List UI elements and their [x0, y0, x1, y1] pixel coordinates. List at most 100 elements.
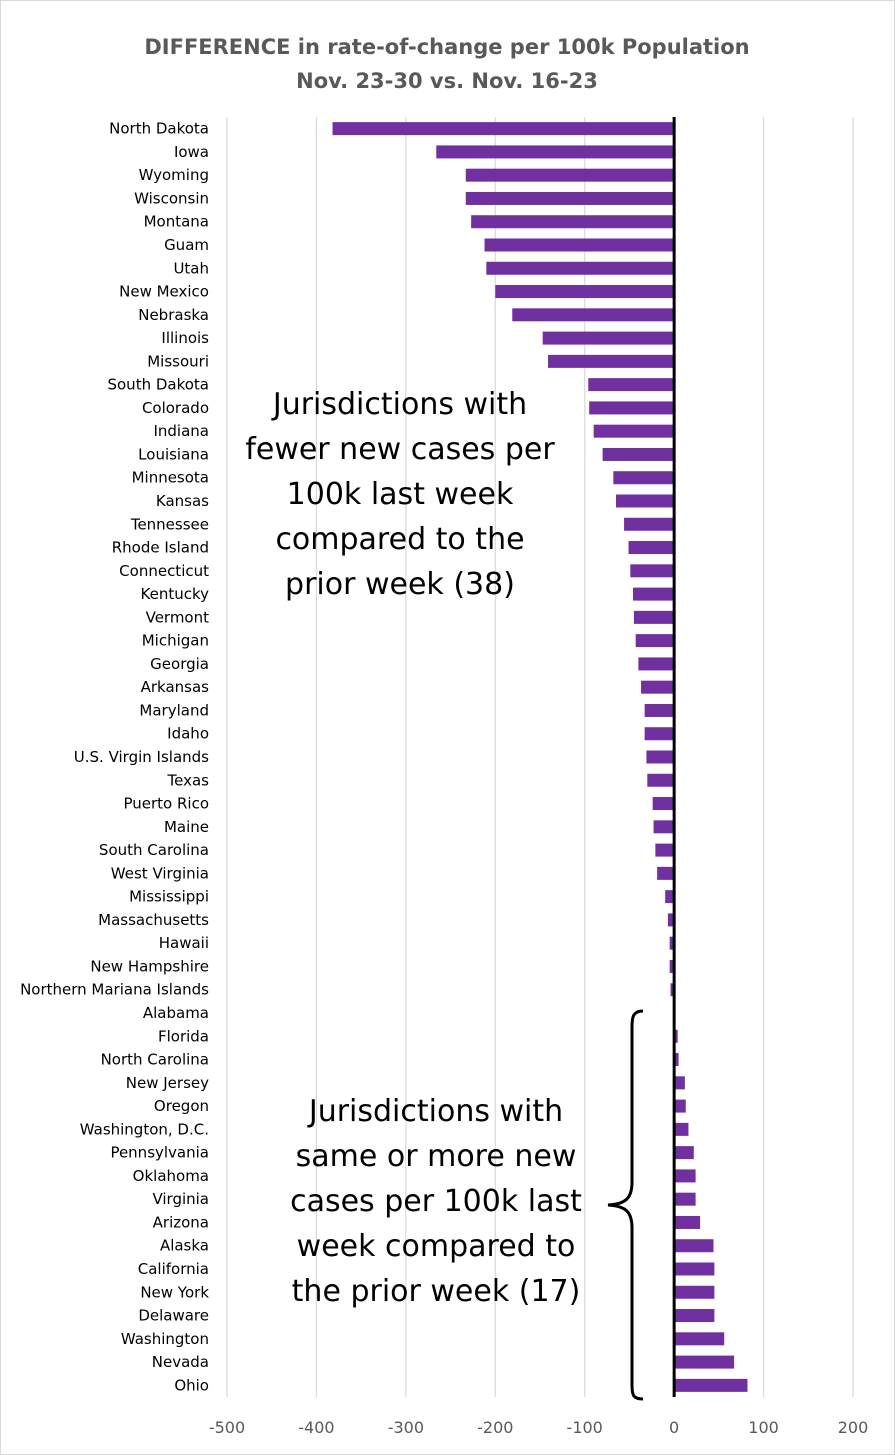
x-tick-label: -200 — [477, 1418, 513, 1437]
category-labels: North Dakota Iowa Wyoming Wisconsin Montana G… — [20, 120, 209, 1395]
category-label: Texas — [167, 771, 210, 789]
bar — [670, 983, 675, 997]
category-label: Ohio — [174, 1376, 209, 1394]
bar — [653, 820, 675, 834]
annotation-line: 100k last week — [287, 477, 514, 512]
bar — [624, 517, 675, 531]
bar — [669, 959, 675, 973]
category-label: Alabama — [143, 1004, 209, 1022]
category-label: Iowa — [174, 143, 209, 161]
category-label: Colorado — [142, 399, 209, 417]
category-label: Maryland — [139, 701, 209, 719]
category-label: New Jersey — [126, 1074, 209, 1092]
category-label: Idaho — [167, 725, 209, 743]
annotation-line: fewer new cases per — [245, 432, 555, 467]
category-label: Arkansas — [141, 678, 210, 696]
bar — [652, 797, 675, 811]
category-label: Arizona — [153, 1213, 209, 1231]
bar — [669, 936, 675, 950]
category-label: South Dakota — [107, 376, 209, 394]
bar — [674, 1262, 715, 1276]
category-label: Rhode Island — [112, 539, 209, 557]
bar — [542, 331, 675, 345]
category-label: Alaska — [160, 1237, 209, 1255]
bar — [646, 750, 675, 764]
category-label: U.S. Virgin Islands — [74, 748, 209, 766]
annotation-fewer: Jurisdictions with fewer new cases per 100… — [245, 387, 555, 602]
category-label: North Dakota — [109, 120, 209, 138]
bar — [665, 890, 675, 904]
bar — [589, 401, 675, 415]
category-label: Oklahoma — [133, 1167, 209, 1185]
category-label: Mississippi — [129, 888, 209, 906]
category-label: Virginia — [152, 1190, 209, 1208]
x-tick-label: 200 — [838, 1418, 869, 1437]
category-label: Vermont — [146, 608, 210, 626]
category-label: Puerto Rico — [123, 795, 209, 813]
x-tick-label: -300 — [388, 1418, 424, 1437]
bar — [602, 447, 675, 461]
category-label: Minnesota — [132, 469, 209, 487]
bar — [495, 285, 675, 299]
annotation-line: cases per 100k last — [290, 1184, 582, 1219]
category-label: Kentucky — [141, 585, 210, 603]
bar — [512, 308, 675, 322]
x-tick-label: -400 — [298, 1418, 334, 1437]
annotation-line: Jurisdictions with — [307, 1094, 563, 1129]
category-label: California — [138, 1260, 209, 1278]
bar — [674, 1332, 725, 1346]
category-label: Washington — [121, 1330, 209, 1348]
bar — [674, 1192, 696, 1206]
category-label: Wisconsin — [134, 189, 209, 207]
bar — [674, 1239, 714, 1253]
category-label: Northern Mariana Islands — [20, 981, 209, 999]
x-tick-label: 0 — [669, 1418, 679, 1437]
bar — [630, 564, 675, 578]
category-label: Montana — [144, 213, 209, 231]
category-label: Hawaii — [159, 934, 209, 952]
bar — [638, 657, 675, 671]
bar — [674, 1355, 735, 1369]
category-label: Delaware — [138, 1307, 209, 1325]
category-label: New Hampshire — [90, 957, 209, 975]
bar — [465, 191, 675, 205]
annotation-line: Jurisdictions with — [271, 387, 527, 422]
category-label: Utah — [173, 259, 209, 277]
category-label: Michigan — [142, 632, 209, 650]
category-label: Indiana — [153, 422, 209, 440]
bar — [674, 1169, 696, 1183]
bar — [674, 1378, 748, 1392]
bar — [644, 703, 675, 717]
bar — [613, 471, 675, 485]
category-label: Georgia — [150, 655, 209, 673]
bar — [548, 354, 675, 368]
category-label: Tennessee — [130, 515, 209, 533]
bar — [641, 680, 675, 694]
x-tick-labels: -500 -400 -300 -200 -100 0 100 200 — [209, 1418, 868, 1437]
category-label: Pennsylvania — [110, 1144, 209, 1162]
bar — [593, 424, 675, 438]
bar — [471, 215, 675, 229]
category-label: New York — [140, 1283, 209, 1301]
bar — [674, 1099, 686, 1113]
x-tick-label: -100 — [567, 1418, 603, 1437]
bars — [332, 122, 748, 1392]
bar — [674, 1285, 715, 1299]
category-label: Missouri — [147, 352, 209, 370]
category-label: Illinois — [161, 329, 209, 347]
bar — [674, 1146, 694, 1160]
bar — [647, 773, 675, 787]
chart-title-line-1: DIFFERENCE in rate-of-change per 100k Po… — [144, 35, 749, 59]
x-tick-label: -500 — [209, 1418, 245, 1437]
bar — [674, 1053, 679, 1067]
category-label: Guam — [164, 236, 209, 254]
bar — [657, 866, 675, 880]
bar — [674, 1122, 689, 1136]
chart-title-line-2: Nov. 23-30 vs. Nov. 16-23 — [296, 69, 598, 93]
bar — [628, 541, 675, 555]
bar — [674, 1215, 701, 1229]
category-label: Maine — [164, 818, 209, 836]
category-label: North Carolina — [101, 1051, 209, 1069]
